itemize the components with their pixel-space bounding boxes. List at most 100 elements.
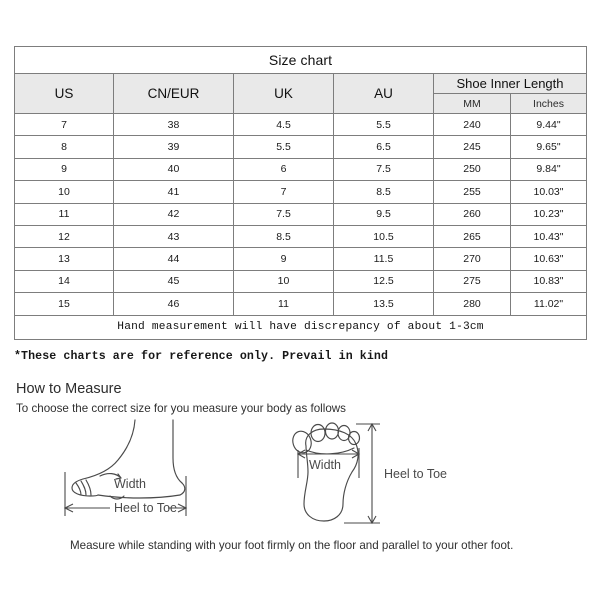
width-arrow-left [296, 449, 306, 459]
width-arrow-head [115, 473, 122, 480]
toe-big [292, 430, 312, 454]
foot-leg-back-outline [172, 419, 183, 484]
foot-instep-outline [82, 419, 136, 480]
foot-arch-line [109, 495, 125, 500]
toe-line-2 [80, 480, 87, 496]
footprint-ball-line [305, 447, 355, 455]
cell-mm: 260 [433, 202, 511, 226]
top-view-width-label: Width [309, 458, 341, 472]
cell-uk: 4.5 [233, 112, 334, 137]
foot-toe-outline [71, 478, 99, 497]
cell-au: 9.5 [333, 202, 434, 226]
toe-line-1 [75, 482, 82, 496]
size-chart-table: Size chart US CN/EUR UK AU Shoe Inner Le… [13, 46, 588, 340]
cell-inches: 10.43" [509, 224, 588, 249]
cell-uk: 9 [233, 247, 334, 271]
cell-au: 5.5 [333, 112, 434, 137]
cell-cneur: 43 [113, 224, 234, 249]
cell-inches: 10.83" [509, 269, 588, 294]
side-view-length-label: Heel to Toe [114, 501, 177, 515]
cell-mm: 245 [433, 135, 511, 159]
top-view-length-label: Heel to Toe [384, 467, 447, 481]
toe-little [347, 430, 361, 446]
cell-inches: 10.23" [509, 202, 588, 226]
foot-sole-outline [97, 494, 181, 499]
foot-side-view-svg: Width Heel to Toe [63, 419, 188, 516]
table-title-row: Size chart [13, 46, 588, 74]
cell-cneur: 40 [113, 157, 234, 182]
cell-au: 7.5 [333, 157, 434, 182]
dim-arrow-right [177, 503, 188, 513]
cell-us: 7 [14, 112, 114, 137]
cell-inches: 9.44" [509, 112, 588, 137]
table-row: 14 45 10 12.5 275 10.83" [14, 269, 588, 294]
column-header-inches: Inches [509, 93, 588, 114]
cell-mm: 270 [433, 247, 511, 271]
cell-uk: 11 [233, 292, 334, 316]
cell-au: 11.5 [333, 247, 434, 271]
table-row: 12 43 8.5 10.5 265 10.43" [14, 224, 588, 249]
cell-cneur: 45 [113, 269, 234, 294]
cell-us: 11 [14, 202, 114, 226]
table-row: 8 39 5.5 6.5 245 9.65" [14, 135, 588, 159]
cell-au: 10.5 [333, 224, 434, 249]
cell-cneur: 46 [113, 292, 234, 316]
cell-au: 12.5 [333, 269, 434, 294]
cell-inches: 9.65" [509, 135, 588, 159]
cell-au: 13.5 [333, 292, 434, 316]
size-chart-table-wrapper: Size chart US CN/EUR UK AU Shoe Inner Le… [13, 46, 588, 340]
width-arrow-right [351, 449, 361, 459]
cell-mm: 265 [433, 224, 511, 249]
toe-third [324, 422, 340, 440]
cell-cneur: 39 [113, 135, 234, 159]
length-arrow-bottom [367, 515, 377, 525]
how-to-measure-heading: How to Measure [16, 381, 122, 397]
cell-mm: 280 [433, 292, 511, 316]
cell-mm: 275 [433, 269, 511, 294]
cell-au: 6.5 [333, 135, 434, 159]
foot-side-view-diagram: Width Heel to Toe [52, 418, 252, 533]
cell-uk: 8.5 [233, 224, 334, 249]
table-row: 13 44 9 11.5 270 10.63" [14, 247, 588, 271]
cell-us: 14 [14, 269, 114, 294]
table-row: 11 42 7.5 9.5 260 10.23" [14, 202, 588, 226]
cell-us: 12 [14, 224, 114, 249]
foot-top-view-diagram: Width Heel to Toe [248, 420, 458, 535]
foot-heel-outline [179, 482, 186, 496]
cell-us: 13 [14, 247, 114, 271]
table-row: 15 46 11 13.5 280 11.02" [14, 292, 588, 316]
table-header-row-main: US CN/EUR UK AU Shoe Inner Length [14, 73, 588, 114]
cell-uk: 7.5 [233, 202, 334, 226]
column-header-uk: UK [233, 73, 334, 114]
cell-inches: 10.03" [509, 180, 588, 204]
how-to-measure-subheading: To choose the correct size for you measu… [16, 402, 346, 415]
table-row: 7 38 4.5 5.5 240 9.44" [14, 112, 588, 137]
column-header-us: US [14, 73, 114, 114]
table-footer-row: Hand measurement will have discrepancy o… [13, 314, 588, 340]
toe-second [310, 423, 326, 443]
footprint-outline [303, 428, 359, 522]
cell-mm: 250 [433, 157, 511, 182]
column-header-cneur: CN/EUR [113, 73, 234, 114]
side-view-width-label: Width [114, 477, 146, 491]
column-header-au: AU [333, 73, 434, 114]
table-row: 10 41 7 8.5 255 10.03" [14, 180, 588, 204]
column-header-shoe-inner-length: Shoe Inner Length [432, 73, 588, 94]
cell-uk: 7 [233, 180, 334, 204]
cell-cneur: 42 [113, 202, 234, 226]
table-header-row-sub: MM Inches [15, 93, 588, 114]
column-header-mm: MM [433, 93, 511, 114]
toe-line-3 [85, 479, 92, 496]
cell-cneur: 38 [113, 112, 234, 137]
foot-top-view-svg: Width Heel to Toe [292, 422, 447, 525]
cell-inches: 9.84" [509, 157, 588, 182]
cell-au: 8.5 [333, 180, 434, 204]
dim-arrow-left [63, 503, 74, 513]
cell-mm: 240 [433, 112, 511, 137]
table-footer-note: Hand measurement will have discrepancy o… [13, 314, 588, 340]
cell-cneur: 41 [113, 180, 234, 204]
cell-us: 10 [14, 180, 114, 204]
cell-inches: 10.63" [509, 247, 588, 271]
heel-to-toe-dimension-top [344, 422, 380, 525]
